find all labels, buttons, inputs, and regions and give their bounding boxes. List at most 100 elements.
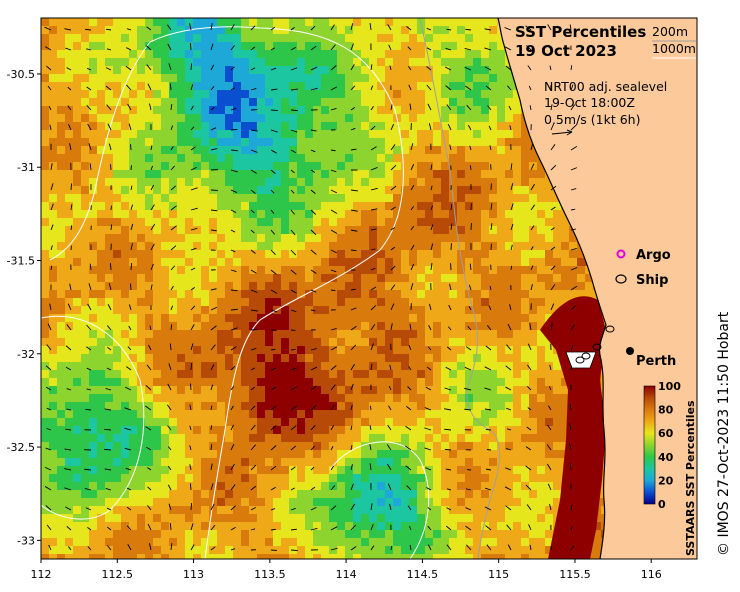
- sst-pixel: [449, 506, 457, 514]
- sst-pixel: [353, 226, 361, 234]
- sst-pixel: [89, 402, 97, 410]
- sst-pixel: [449, 314, 457, 322]
- sst-pixel: [361, 402, 369, 410]
- sst-pixel: [433, 530, 441, 538]
- sst-pixel: [153, 394, 161, 402]
- sst-pixel: [233, 490, 241, 498]
- sst-pixel: [153, 42, 161, 50]
- sst-pixel: [561, 242, 569, 250]
- sst-pixel: [433, 346, 441, 354]
- sst-pixel: [441, 186, 449, 194]
- sst-pixel: [217, 426, 225, 434]
- sst-pixel: [209, 202, 217, 210]
- sst-pixel: [265, 330, 273, 338]
- sst-pixel: [297, 282, 305, 290]
- sst-pixel: [345, 290, 353, 298]
- sst-pixel: [225, 306, 233, 314]
- sst-pixel: [497, 82, 505, 90]
- sst-pixel: [145, 282, 153, 290]
- sst-pixel: [265, 434, 273, 442]
- sst-pixel: [81, 298, 89, 306]
- sst-pixel: [497, 42, 505, 50]
- sst-pixel: [129, 410, 137, 418]
- sst-pixel: [417, 330, 425, 338]
- sst-pixel: [593, 554, 601, 559]
- sst-pixel: [289, 258, 297, 266]
- sst-pixel: [401, 522, 409, 530]
- sst-pixel: [185, 282, 193, 290]
- sst-pixel: [241, 122, 249, 130]
- sst-pixel: [473, 226, 481, 234]
- sst-pixel: [241, 50, 249, 58]
- sst-pixel: [281, 250, 289, 258]
- sst-pixel: [521, 370, 529, 378]
- sst-pixel: [473, 146, 481, 154]
- sst-pixel: [105, 330, 113, 338]
- sst-pixel: [73, 202, 81, 210]
- sst-pixel: [529, 346, 537, 354]
- sst-pixel: [233, 18, 241, 26]
- current-vector: [106, 48, 112, 51]
- sst-pixel: [409, 314, 417, 322]
- sst-pixel: [233, 466, 241, 474]
- sst-pixel: [297, 426, 305, 434]
- sst-pixel: [257, 458, 265, 466]
- sst-pixel: [401, 82, 409, 90]
- sst-pixel: [313, 234, 321, 242]
- sst-pixel: [73, 514, 81, 522]
- sst-pixel: [369, 426, 377, 434]
- sst-pixel: [473, 90, 481, 98]
- sst-pixel: [177, 234, 185, 242]
- sst-pixel: [441, 378, 449, 386]
- sst-pixel: [409, 378, 417, 386]
- sst-pixel: [297, 130, 305, 138]
- sst-pixel: [561, 298, 569, 306]
- sst-pixel: [81, 338, 89, 346]
- sst-pixel: [457, 122, 465, 130]
- sst-pixel: [401, 418, 409, 426]
- sst-pixel: [185, 170, 193, 178]
- sst-pixel: [225, 98, 233, 106]
- sst-pixel: [433, 258, 441, 266]
- sst-pixel: [113, 522, 121, 530]
- sst-pixel: [465, 82, 473, 90]
- sst-pixel: [393, 530, 401, 538]
- sst-pixel: [385, 138, 393, 146]
- sst-pixel: [273, 426, 281, 434]
- sst-pixel: [201, 514, 209, 522]
- sst-pixel: [305, 402, 313, 410]
- sst-pixel: [529, 426, 537, 434]
- sst-pixel: [249, 90, 257, 98]
- sst-pixel: [89, 466, 97, 474]
- sst-pixel: [209, 82, 217, 90]
- sst-pixel: [297, 26, 305, 34]
- sst-pixel: [49, 122, 57, 130]
- sst-pixel: [305, 530, 313, 538]
- sst-pixel: [233, 314, 241, 322]
- sst-pixel: [249, 346, 257, 354]
- sst-pixel: [521, 362, 529, 370]
- sst-pixel: [353, 218, 361, 226]
- current-vector: [250, 46, 256, 51]
- sst-pixel: [145, 106, 153, 114]
- sst-pixel: [305, 538, 313, 546]
- sst-pixel: [257, 50, 265, 58]
- sst-pixel: [297, 290, 305, 298]
- sst-pixel: [193, 538, 201, 546]
- sst-pixel: [177, 290, 185, 298]
- sst-pixel: [473, 546, 481, 554]
- sst-pixel: [105, 170, 113, 178]
- sst-pixel: [49, 490, 57, 498]
- sst-pixel: [225, 362, 233, 370]
- sst-pixel: [337, 402, 345, 410]
- sst-pixel: [209, 322, 217, 330]
- sst-pixel: [177, 538, 185, 546]
- sst-pixel: [401, 58, 409, 66]
- current-vector: [105, 67, 112, 71]
- sst-pixel: [89, 98, 97, 106]
- sst-pixel: [193, 82, 201, 90]
- sst-pixel: [425, 258, 433, 266]
- sst-pixel: [249, 514, 257, 522]
- sst-pixel: [153, 418, 161, 426]
- sst-pixel: [393, 82, 401, 90]
